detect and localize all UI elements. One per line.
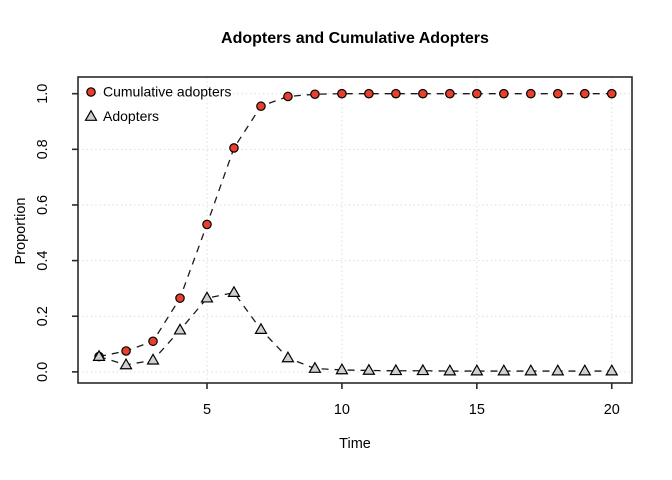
data-point-adopters [470, 364, 484, 376]
data-point-adopters [146, 353, 160, 365]
data-point-cumulative [256, 101, 266, 112]
x-tick-label: 5 [203, 402, 211, 418]
series-line-cumulative [98, 93, 612, 358]
data-point-cumulative [337, 88, 347, 99]
data-point-adopters [551, 364, 565, 376]
y-tick-label: 0.6 [35, 195, 51, 215]
data-point-cumulative [499, 88, 509, 99]
data-point-cumulative [310, 89, 320, 100]
data-point-cumulative [579, 88, 590, 99]
data-point-adopters [605, 364, 619, 376]
data-point-cumulative [606, 88, 617, 99]
legend-label: Adopters [103, 108, 159, 124]
y-tick-label: 0.8 [35, 139, 51, 159]
data-point-cumulative [445, 88, 455, 99]
x-tick-label: 20 [604, 402, 620, 418]
data-point-cumulative [526, 88, 536, 99]
data-point-cumulative [148, 336, 158, 347]
legend-label: Cumulative adopters [103, 84, 231, 100]
legend-marker-triangle [84, 109, 98, 121]
data-point-cumulative [229, 143, 239, 153]
data-point-adopters [308, 361, 322, 373]
data-point-cumulative [175, 293, 185, 303]
legend-marker-circle [86, 87, 96, 97]
data-point-cumulative [472, 88, 482, 99]
data-point-adopters [443, 364, 457, 376]
data-point-adopters [92, 349, 106, 361]
chart-title: Adopters and Cumulative Adopters [221, 30, 489, 47]
plot-box [77, 76, 633, 384]
data-point-adopters [362, 363, 376, 375]
x-axis-label: Time [339, 436, 371, 452]
data-point-adopters [173, 323, 187, 335]
data-point-adopters [119, 357, 133, 370]
data-point-adopters [524, 364, 538, 376]
data-point-cumulative [418, 88, 428, 99]
data-point-adopters [254, 322, 268, 334]
x-tick-label: 10 [334, 402, 350, 418]
data-point-adopters [416, 363, 430, 376]
data-point-adopters [335, 362, 349, 375]
data-point-adopters [227, 285, 241, 297]
y-tick-label: 0.0 [35, 362, 51, 382]
data-point-cumulative [391, 88, 401, 99]
data-point-adopters [200, 291, 214, 303]
data-point-cumulative [552, 88, 563, 99]
y-tick-label: 1.0 [35, 84, 51, 104]
data-point-cumulative [364, 88, 374, 99]
data-point-adopters [497, 364, 511, 376]
y-tick-label: 0.2 [35, 306, 51, 326]
data-point-adopters [281, 350, 295, 363]
data-point-cumulative [202, 219, 212, 230]
data-point-cumulative [121, 346, 131, 356]
x-tick-label: 15 [469, 402, 485, 418]
y-tick-label: 0.4 [35, 251, 51, 271]
data-point-adopters [578, 364, 592, 376]
data-point-adopters [389, 363, 403, 376]
data-point-cumulative [283, 91, 293, 102]
